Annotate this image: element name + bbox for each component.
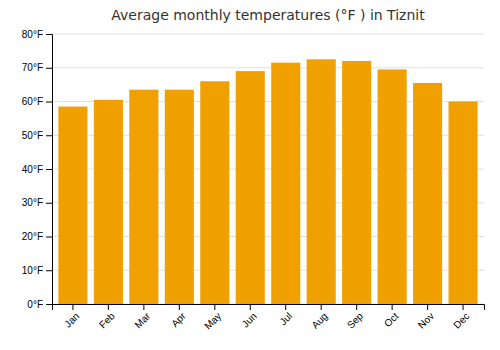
y-tick-label: 0°F bbox=[27, 299, 43, 310]
bar bbox=[449, 102, 478, 305]
y-tick-label: 40°F bbox=[22, 164, 43, 175]
y-tick-mark bbox=[46, 169, 52, 170]
y-tick-label: 30°F bbox=[22, 197, 43, 208]
x-axis-line bbox=[53, 305, 485, 311]
y-tick: 60°F bbox=[22, 96, 52, 107]
bar bbox=[378, 69, 407, 304]
x-tick-mark bbox=[179, 304, 180, 310]
x-tick-label: Jul bbox=[277, 310, 294, 327]
y-tick-label: 70°F bbox=[22, 62, 43, 73]
bar bbox=[271, 63, 300, 304]
y-tick-mark bbox=[46, 135, 52, 136]
y-tick: 30°F bbox=[22, 197, 52, 208]
y-axis: 0°F 10°F 20°F 30°F 40°F 50°F 60°F 70°F 80°F bbox=[22, 29, 53, 310]
x-tick: Jun bbox=[240, 304, 259, 330]
y-tick-mark bbox=[46, 102, 52, 103]
y-tick-mark bbox=[46, 270, 52, 271]
bar bbox=[58, 107, 87, 304]
y-tick: 50°F bbox=[22, 130, 52, 141]
grid-line bbox=[52, 67, 484, 68]
x-tick-mark bbox=[72, 304, 73, 310]
x-axis: Jan Feb Mar Apr May Jun Jul Aug Sep Oct Nov Dec bbox=[53, 304, 485, 332]
x-tick-mark bbox=[356, 304, 357, 310]
y-tick-mark bbox=[46, 237, 52, 238]
x-tick: Nov bbox=[416, 304, 436, 331]
x-tick-mark bbox=[392, 304, 393, 310]
y-tick: 10°F bbox=[22, 265, 52, 276]
bar bbox=[413, 83, 442, 304]
x-tick-label: Mar bbox=[132, 310, 152, 330]
x-tick-label: Jun bbox=[240, 310, 259, 329]
y-tick-mark bbox=[46, 68, 52, 69]
y-tick-label: 60°F bbox=[22, 96, 43, 107]
y-tick-mark bbox=[46, 34, 52, 35]
y-tick: 20°F bbox=[22, 231, 52, 242]
x-tick-label: Nov bbox=[416, 310, 436, 330]
x-tick-mark bbox=[463, 304, 464, 310]
y-tick-label: 80°F bbox=[22, 29, 43, 40]
y-tick-mark bbox=[46, 203, 52, 204]
bar bbox=[307, 59, 336, 304]
x-tick-mark bbox=[427, 304, 428, 310]
y-axis-line bbox=[46, 35, 53, 305]
x-tick-label: Dec bbox=[451, 310, 471, 330]
bar bbox=[129, 90, 158, 304]
x-tick: Oct bbox=[382, 304, 401, 329]
bars bbox=[58, 59, 477, 304]
y-tick: 0°F bbox=[27, 299, 52, 310]
x-tick: Jan bbox=[62, 304, 81, 330]
x-tick-mark bbox=[250, 304, 251, 310]
bar bbox=[165, 90, 194, 304]
x-tick: Jul bbox=[277, 304, 294, 327]
title: Average monthly temperatures (°F ) in Ti… bbox=[111, 7, 425, 23]
x-tick-mark bbox=[108, 304, 109, 310]
x-tick: Apr bbox=[169, 304, 188, 329]
x-tick: Aug bbox=[309, 304, 329, 331]
x-tick: Dec bbox=[451, 304, 471, 331]
x-tick-label: Oct bbox=[382, 310, 401, 329]
x-tick: Mar bbox=[132, 304, 152, 330]
bar bbox=[200, 81, 229, 304]
x-tick-mark bbox=[143, 304, 144, 310]
x-tick-mark bbox=[285, 304, 286, 310]
y-tick-label: 50°F bbox=[22, 130, 43, 141]
x-tick-label: Sep bbox=[345, 310, 366, 331]
y-tick-label: 10°F bbox=[22, 265, 43, 276]
x-tick-label: Aug bbox=[309, 310, 329, 330]
x-tick: Feb bbox=[97, 304, 117, 330]
x-tick-label: May bbox=[202, 310, 223, 331]
plot: 0°F 10°F 20°F 30°F 40°F 50°F 60°F 70°F 80°F Jan Fe… bbox=[22, 29, 485, 332]
y-tick-label: 20°F bbox=[22, 231, 43, 242]
grid-line bbox=[52, 34, 484, 35]
x-tick: May bbox=[202, 304, 223, 332]
y-tick: 70°F bbox=[22, 62, 52, 73]
bar bbox=[236, 71, 265, 304]
x-tick-label: Apr bbox=[169, 310, 188, 329]
x-tick: Sep bbox=[345, 304, 366, 331]
x-tick-mark bbox=[321, 304, 322, 310]
grid bbox=[52, 34, 484, 304]
bar bbox=[342, 61, 371, 304]
x-tick-mark bbox=[214, 304, 215, 310]
y-tick-mark bbox=[46, 304, 52, 305]
x-tick-label: Feb bbox=[97, 310, 117, 330]
y-tick: 40°F bbox=[22, 164, 52, 175]
y-tick: 80°F bbox=[22, 29, 52, 40]
bar bbox=[94, 100, 123, 304]
chart: 0°F 10°F 20°F 30°F 40°F 50°F 60°F 70°F 80°F Jan Fe… bbox=[0, 0, 500, 350]
x-tick-label: Jan bbox=[62, 310, 81, 329]
